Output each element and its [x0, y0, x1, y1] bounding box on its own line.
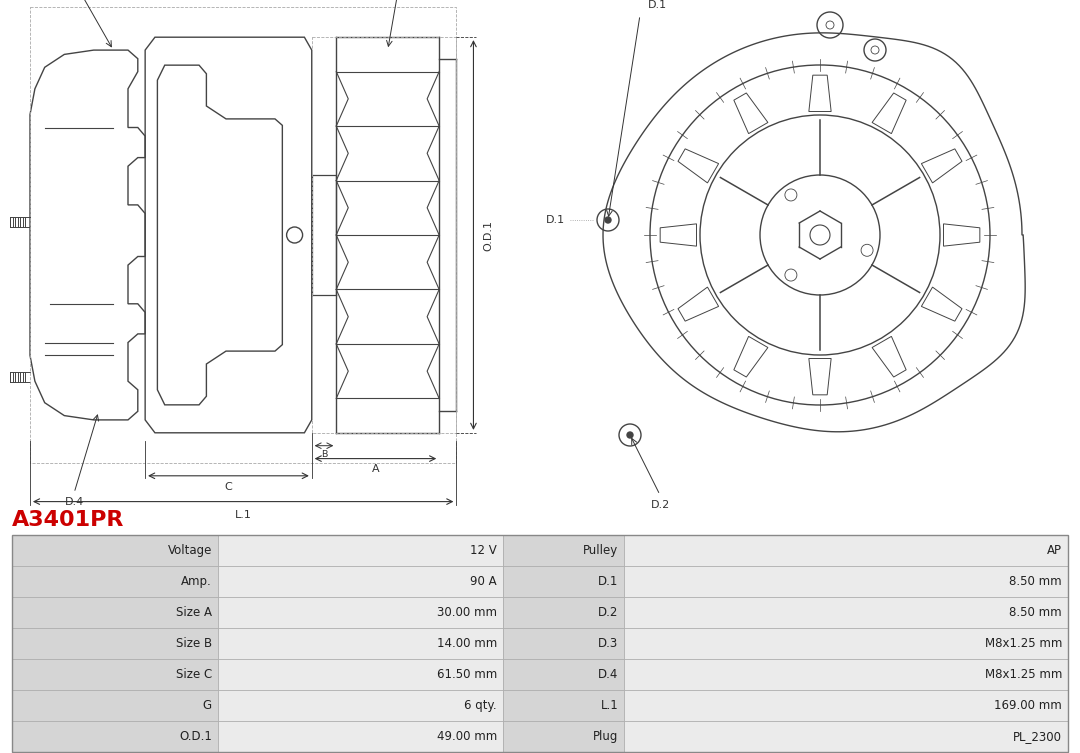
- Bar: [218, 566, 503, 597]
- Bar: [218, 535, 503, 566]
- Text: 61.50 mm: 61.50 mm: [436, 668, 497, 681]
- Text: Size B: Size B: [176, 637, 212, 650]
- Text: 8.50 mm: 8.50 mm: [1010, 606, 1062, 619]
- Bar: [218, 659, 503, 690]
- Bar: [218, 628, 503, 659]
- Text: Amp.: Amp.: [181, 575, 212, 588]
- Text: 14.00 mm: 14.00 mm: [436, 637, 497, 650]
- Text: 30.00 mm: 30.00 mm: [437, 606, 497, 619]
- Bar: [624, 721, 1068, 752]
- Text: Plug: Plug: [593, 730, 619, 743]
- Bar: [624, 535, 1068, 566]
- Text: D.2: D.2: [650, 500, 670, 510]
- Bar: [12, 690, 218, 721]
- Text: Voltage: Voltage: [167, 544, 212, 557]
- Text: 6 qty.: 6 qty.: [464, 699, 497, 712]
- Bar: [624, 566, 1068, 597]
- Bar: [218, 690, 503, 721]
- Text: D.2: D.2: [598, 606, 619, 619]
- Bar: [12, 566, 218, 597]
- Text: L.1: L.1: [234, 510, 252, 520]
- Bar: [12, 535, 218, 566]
- Text: Size C: Size C: [176, 668, 212, 681]
- Bar: [218, 597, 503, 628]
- Bar: [624, 659, 1068, 690]
- Text: PL_2300: PL_2300: [1013, 730, 1062, 743]
- Circle shape: [605, 217, 611, 223]
- Bar: [503, 597, 624, 628]
- Text: Pulley: Pulley: [583, 544, 619, 557]
- Text: O.D.1: O.D.1: [484, 220, 494, 251]
- Bar: [624, 597, 1068, 628]
- Bar: [503, 628, 624, 659]
- Text: L.1: L.1: [600, 699, 619, 712]
- Text: O.D.1: O.D.1: [179, 730, 212, 743]
- Text: G: G: [203, 699, 212, 712]
- Text: D.4: D.4: [598, 668, 619, 681]
- Text: A: A: [372, 464, 379, 474]
- Text: M8x1.25 mm: M8x1.25 mm: [985, 637, 1062, 650]
- Circle shape: [627, 432, 633, 438]
- Bar: [12, 721, 218, 752]
- Text: A3401PR: A3401PR: [12, 510, 124, 530]
- Text: Size A: Size A: [176, 606, 212, 619]
- Text: AP: AP: [1047, 544, 1062, 557]
- Bar: [624, 690, 1068, 721]
- Text: D.1: D.1: [598, 575, 619, 588]
- Bar: [503, 566, 624, 597]
- Text: 8.50 mm: 8.50 mm: [1010, 575, 1062, 588]
- Bar: [12, 535, 1068, 752]
- Bar: [12, 628, 218, 659]
- Text: D.1: D.1: [545, 215, 565, 225]
- Text: C: C: [225, 482, 232, 492]
- Text: 169.00 mm: 169.00 mm: [995, 699, 1062, 712]
- Bar: [503, 659, 624, 690]
- Bar: [624, 628, 1068, 659]
- Text: 90 A: 90 A: [471, 575, 497, 588]
- Text: D.1: D.1: [648, 0, 667, 10]
- Bar: [503, 535, 624, 566]
- Bar: [12, 659, 218, 690]
- Bar: [218, 721, 503, 752]
- Text: D.4: D.4: [65, 497, 84, 507]
- Text: B: B: [321, 450, 327, 459]
- Text: 12 V: 12 V: [470, 544, 497, 557]
- Bar: [12, 597, 218, 628]
- Text: D.3: D.3: [598, 637, 619, 650]
- Text: 49.00 mm: 49.00 mm: [436, 730, 497, 743]
- Text: M8x1.25 mm: M8x1.25 mm: [985, 668, 1062, 681]
- Bar: [503, 690, 624, 721]
- Bar: [503, 721, 624, 752]
